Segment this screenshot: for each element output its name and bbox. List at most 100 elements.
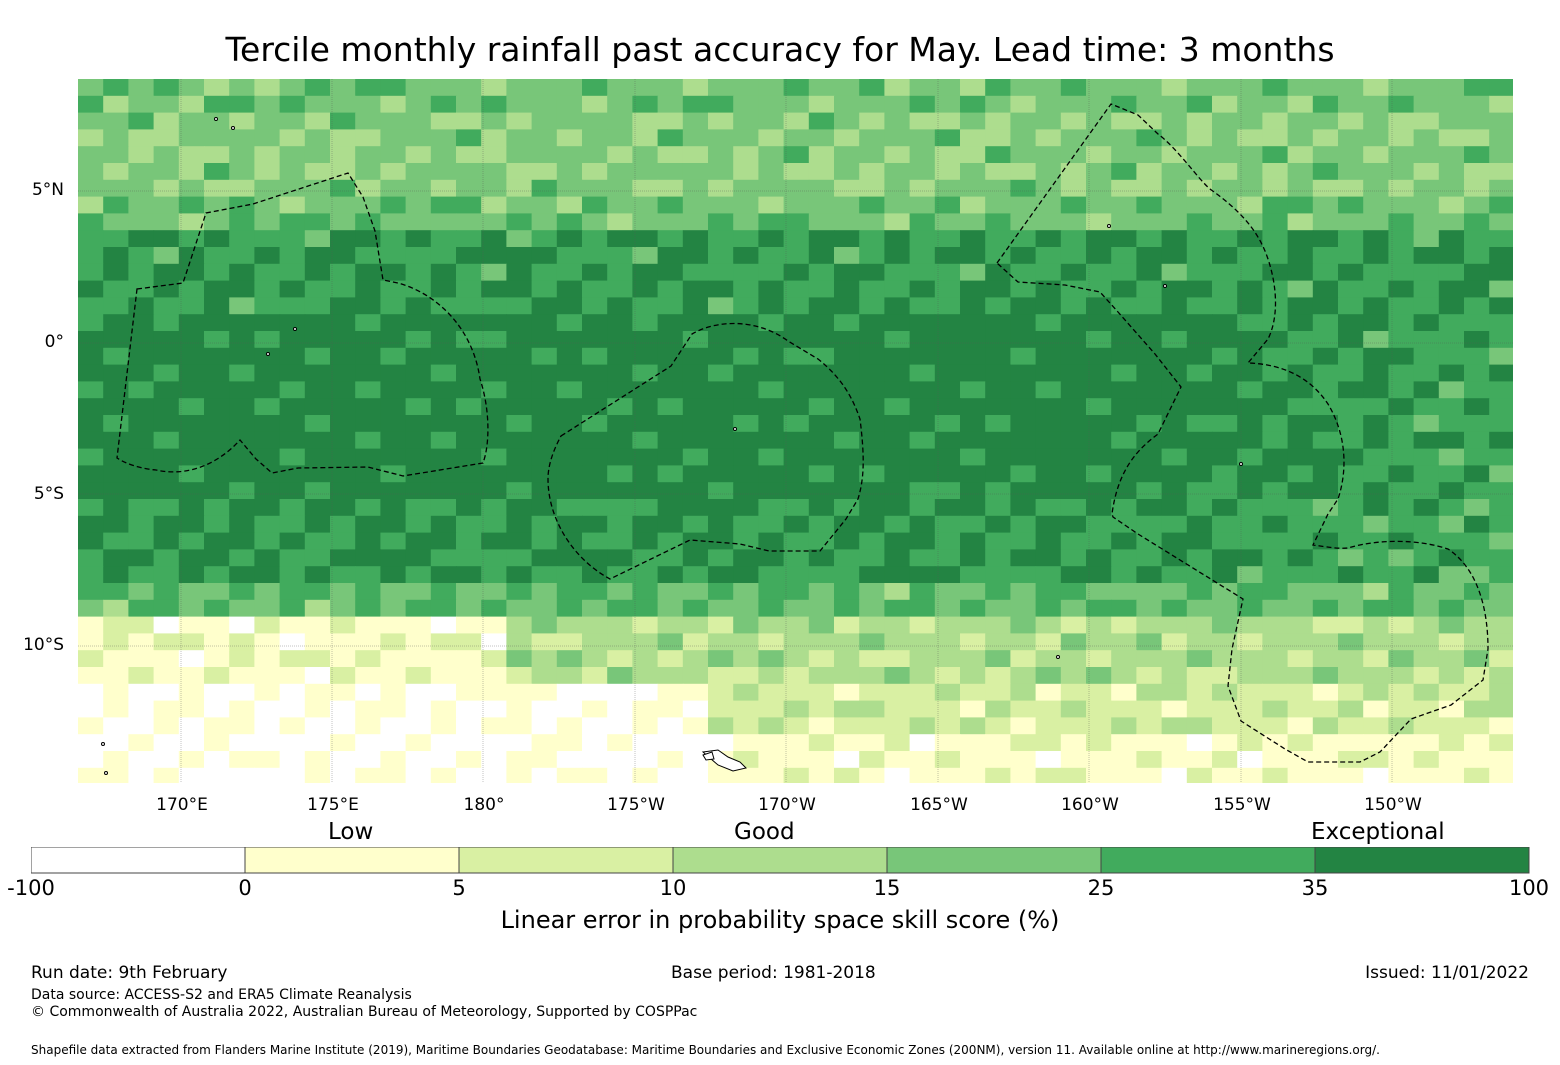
skill-cell (153, 129, 180, 147)
skill-cell (380, 667, 407, 685)
skill-cell (682, 431, 709, 450)
skill-cell (1086, 146, 1112, 164)
longitude-label: 155°W (1213, 795, 1271, 815)
islands (101, 117, 1243, 775)
skill-cell (1438, 146, 1465, 164)
skill-cell (783, 213, 810, 231)
skill-cell (1212, 247, 1238, 265)
skill-cell (1161, 129, 1188, 147)
skill-cell (1287, 633, 1314, 651)
skill-cell (909, 196, 936, 214)
skill-cell (1312, 683, 1339, 702)
skill-cell (1287, 297, 1314, 315)
skill-cell (1388, 364, 1415, 382)
skill-cell (430, 297, 457, 315)
skill-cell (304, 465, 331, 483)
skill-cell (1035, 515, 1062, 534)
copyright: © Commonwealth of Australia 2022, Austra… (31, 1004, 698, 1020)
skill-cell (834, 566, 860, 584)
skill-cell (254, 347, 281, 366)
skill-cell (1060, 583, 1087, 601)
skill-cell (708, 633, 734, 651)
skill-cell (985, 415, 1011, 433)
skill-cell (254, 196, 281, 214)
skill-cell (380, 247, 407, 265)
skill-cell (607, 616, 633, 634)
skill-cell (859, 633, 885, 651)
skill-cell (733, 616, 759, 634)
eez-boundaries (116, 103, 1489, 763)
skill-cell (1086, 650, 1112, 668)
skill-cell (783, 297, 810, 315)
skill-cell (1060, 667, 1087, 685)
skill-cell (531, 398, 558, 416)
skill-cell (1086, 112, 1112, 130)
skill-cell (582, 179, 608, 198)
skill-cell (985, 381, 1011, 399)
skill-cell (808, 163, 835, 181)
skill-cell (1060, 280, 1087, 298)
skill-cell (859, 364, 885, 382)
skill-cell (456, 213, 482, 231)
skill-cell (1287, 213, 1314, 231)
skill-cell (934, 431, 961, 450)
skill-cell (1212, 347, 1238, 366)
skill-cell (1212, 482, 1238, 500)
skill-cell (1338, 767, 1364, 783)
skill-cell (1161, 667, 1188, 685)
skill-cell (1312, 280, 1339, 298)
skill-cell (657, 381, 684, 399)
skill-cell (153, 465, 180, 483)
skill-cell (808, 247, 835, 265)
skill-cell (531, 717, 558, 735)
skill-cell (1035, 532, 1062, 550)
skill-cell (531, 683, 558, 702)
skill-cell (582, 717, 608, 735)
skill-cell (1413, 280, 1440, 298)
skill-cell (1413, 146, 1440, 164)
skill-cell (1262, 667, 1289, 685)
skill-cell (78, 79, 104, 97)
skill-cell (934, 448, 961, 466)
skill-cell (934, 314, 961, 332)
skill-cell (1035, 599, 1062, 618)
skill-cell (1413, 297, 1440, 315)
skill-cell (708, 381, 734, 399)
skill-cell (582, 667, 608, 685)
skill-cell (1438, 734, 1465, 752)
skill-cell (1287, 667, 1314, 685)
skill-cell (1413, 549, 1440, 567)
skill-cell (254, 415, 281, 433)
skill-cell (1161, 112, 1188, 130)
skill-cell (960, 767, 986, 783)
skill-cell (204, 163, 230, 181)
skill-cell (1161, 482, 1188, 500)
skill-cell (556, 650, 583, 668)
skill-cell (1438, 196, 1465, 214)
skill-cell (1237, 398, 1263, 416)
skill-cell (78, 213, 104, 231)
skill-cell (985, 683, 1011, 702)
skill-cell (1287, 734, 1314, 752)
skill-cell (884, 297, 911, 315)
skill-cell (909, 431, 936, 450)
skill-cell (1212, 633, 1238, 651)
skill-cell (708, 331, 734, 349)
skill-cell (330, 751, 356, 769)
skill-cell (985, 297, 1011, 315)
skill-cell (128, 667, 155, 685)
skill-cell (1363, 314, 1389, 332)
skill-cell (380, 280, 407, 298)
skill-cell (1186, 549, 1213, 567)
skill-cell (985, 532, 1011, 550)
skill-cell (304, 616, 331, 634)
skill-cell (1060, 364, 1087, 382)
skill-cell (1212, 751, 1238, 769)
skill-cell (884, 667, 911, 685)
skill-cell (1489, 683, 1513, 702)
skill-cell (304, 633, 331, 651)
skill-cell (531, 314, 558, 332)
skill-cell (783, 381, 810, 399)
skill-cell (103, 331, 129, 349)
skill-cell (834, 196, 860, 214)
